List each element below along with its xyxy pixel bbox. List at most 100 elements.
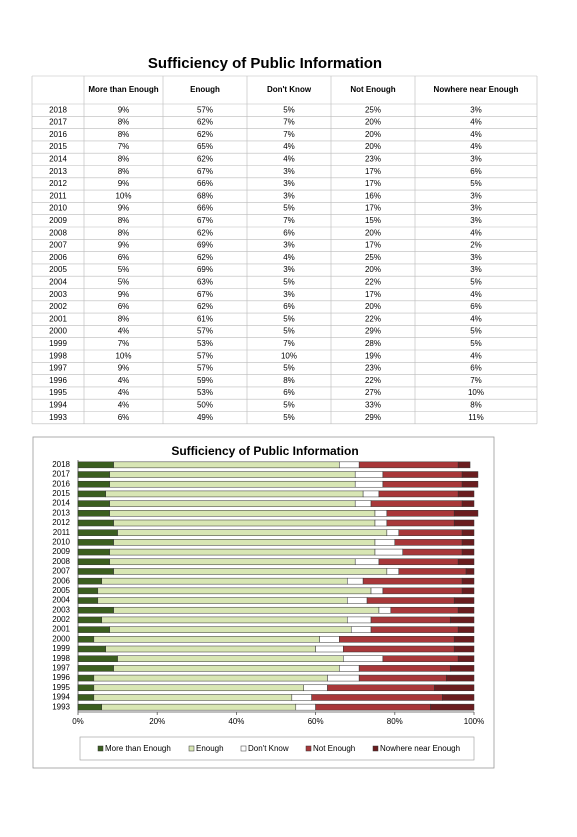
row-label: 2008 — [49, 228, 67, 237]
table-cell: 4% — [118, 327, 130, 336]
bar-segment — [77, 480, 110, 488]
bar-segment — [461, 471, 479, 478]
chart: 0% 20% 40% 60% 80% 100%2018201720162015201420… — [52, 460, 484, 753]
row-label: 2013 — [49, 167, 67, 176]
table-cell: 9% — [118, 290, 130, 299]
table-cell: 29% — [365, 327, 381, 336]
legend-label: Enough — [196, 744, 224, 753]
bar-segment — [453, 636, 475, 643]
table-cell: 59% — [197, 376, 213, 385]
bar-segment — [461, 577, 475, 585]
bar-segment — [378, 490, 459, 498]
bar-segment — [101, 577, 348, 585]
y-tick-label: 2016 — [52, 479, 70, 488]
bar-segment — [93, 636, 320, 643]
bar-segment — [347, 577, 364, 585]
bar-segment — [457, 461, 471, 469]
table-cell: 63% — [197, 277, 213, 286]
bar-segment — [77, 645, 106, 653]
bar-segment — [109, 510, 376, 517]
table-cell: 7% — [283, 216, 295, 225]
table-cell: 27% — [365, 388, 381, 397]
y-tick-label: 2003 — [52, 605, 70, 614]
row-label: 2006 — [49, 253, 67, 262]
bar-segment — [77, 587, 99, 595]
legend-swatch — [240, 745, 247, 752]
bar-segment — [77, 558, 110, 566]
table-cell: 22% — [365, 376, 381, 385]
y-tick-label: 2010 — [52, 537, 70, 546]
bar-segment — [354, 558, 380, 566]
bar-segment — [453, 597, 475, 604]
bar-segment — [442, 694, 475, 701]
bar-segment — [77, 703, 103, 711]
table-cell: 67% — [197, 290, 213, 299]
bar-segment — [374, 539, 396, 546]
row-label: 1995 — [49, 388, 67, 397]
bar-segment — [117, 655, 344, 662]
table-cell: 57% — [197, 364, 213, 373]
bar-segment — [461, 587, 475, 595]
table-cell: 62% — [197, 253, 213, 262]
bar-segment — [97, 597, 348, 604]
bar-segment — [370, 616, 451, 624]
bar-segment — [453, 645, 475, 653]
table-cell: 9% — [118, 179, 130, 188]
bar-segment — [374, 510, 388, 517]
table-cell: 6% — [470, 364, 482, 373]
row-label: 1999 — [49, 339, 67, 348]
bar-segment — [117, 529, 388, 536]
bar-segment — [434, 684, 475, 692]
bar-segment — [77, 684, 95, 692]
chart-title: Sufficiency of Public Information — [171, 444, 358, 458]
table-cell: 17% — [365, 179, 381, 188]
bar-segment — [358, 461, 459, 469]
row-label: 2009 — [49, 216, 67, 225]
table-cell: 5% — [118, 277, 130, 286]
legend-label: More than Enough — [105, 744, 171, 753]
table-cell: 8% — [118, 216, 130, 225]
table-cell: 6% — [283, 228, 295, 237]
y-tick-label: 2014 — [52, 499, 70, 508]
column-header: Enough — [190, 85, 220, 94]
table-cell: 3% — [470, 265, 482, 274]
bar-segment — [354, 500, 372, 507]
bar-segment — [303, 684, 328, 692]
table-cell: 4% — [470, 228, 482, 237]
table-cell: 7% — [118, 339, 130, 348]
y-tick-label: 2000 — [52, 634, 70, 643]
row-label: 2017 — [49, 118, 67, 127]
column-header: Nowhere near Enough — [434, 85, 519, 94]
row-label: 1994 — [49, 400, 67, 409]
table-cell: 10% — [115, 351, 131, 360]
bar-segment — [77, 471, 110, 478]
table-cell: 6% — [118, 253, 130, 262]
bar-segment — [378, 558, 459, 566]
table-cell: 20% — [365, 265, 381, 274]
bar-segment — [315, 703, 431, 711]
table-cell: 4% — [283, 253, 295, 262]
bar-segment — [461, 480, 479, 488]
y-tick-label: 2013 — [52, 508, 70, 517]
bar-segment — [347, 616, 372, 624]
table-cell: 66% — [197, 179, 213, 188]
bar-segment — [339, 665, 360, 672]
legend-label: Don't Know — [248, 744, 289, 753]
table-cell: 9% — [118, 204, 130, 213]
bar-segment — [461, 529, 475, 536]
table-cell: 10% — [468, 388, 484, 397]
table-cell: 3% — [283, 179, 295, 188]
y-tick-label: 2017 — [52, 470, 70, 479]
x-tick-label: 100% — [464, 717, 484, 726]
bar-segment — [113, 519, 376, 527]
table-cell: 4% — [470, 351, 482, 360]
table-cell: 4% — [283, 142, 295, 151]
bar-segment — [446, 674, 475, 682]
table-cell: 8% — [118, 314, 130, 323]
bar-segment — [77, 568, 114, 575]
table-cell: 5% — [470, 327, 482, 336]
bar-segment — [374, 519, 388, 527]
table-cell: 62% — [197, 302, 213, 311]
